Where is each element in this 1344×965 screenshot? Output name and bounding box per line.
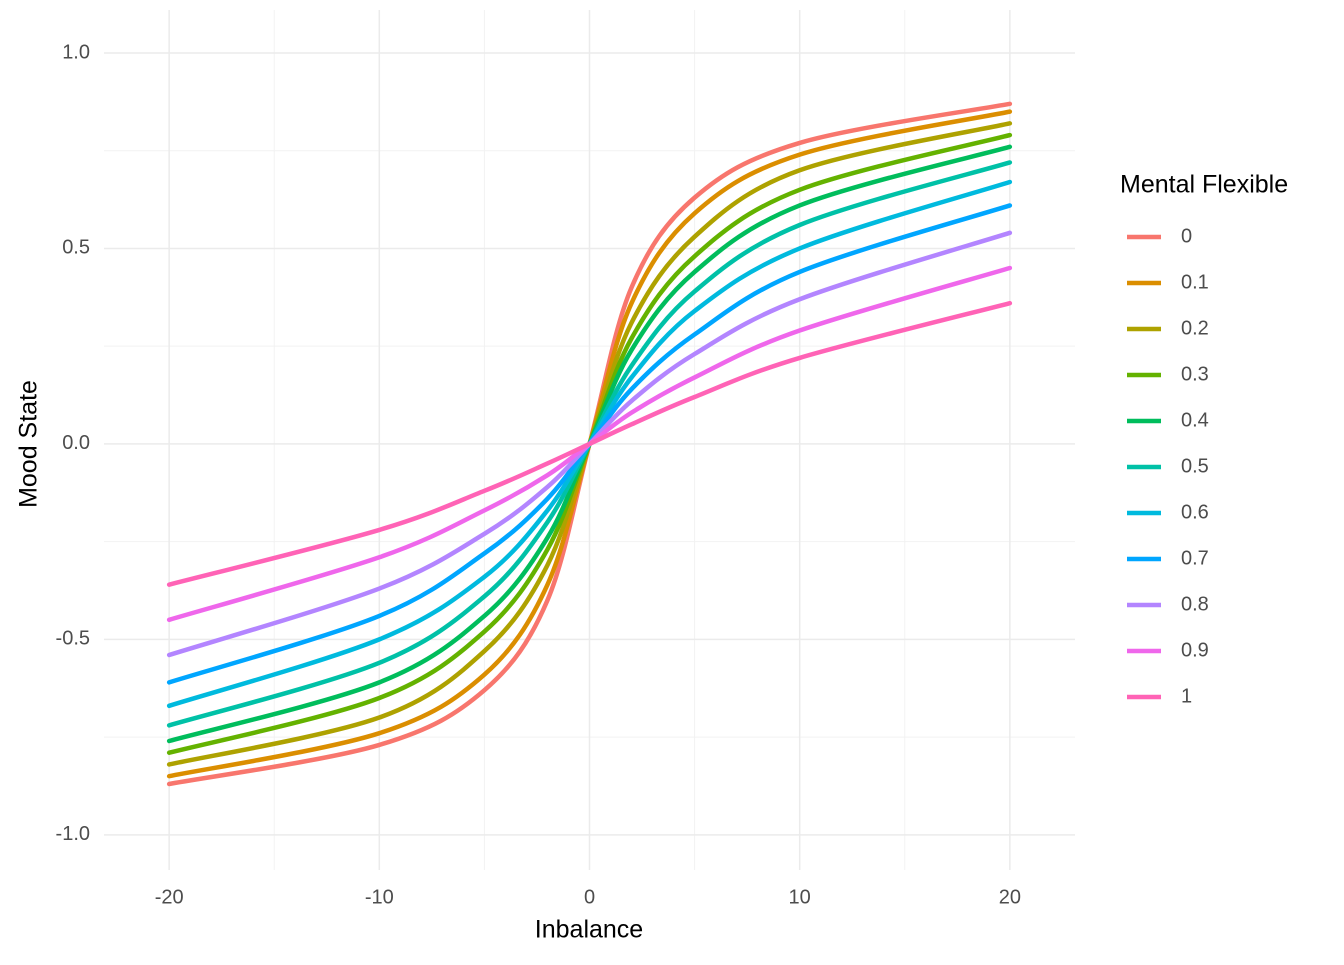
y-tick-label: -1.0 — [56, 823, 90, 845]
x-axis-label: Inbalance — [535, 916, 643, 944]
legend-label: 1 — [1181, 685, 1192, 707]
x-tick-label: 20 — [999, 886, 1021, 908]
y-tick-label: 0.0 — [62, 432, 90, 454]
fit-line — [166, 300, 1013, 587]
legend-label: 0.7 — [1181, 547, 1209, 569]
x-tick-label: -10 — [365, 886, 394, 908]
y-axis-label: Mood State — [15, 380, 43, 508]
x-tick-label: 0 — [584, 886, 595, 908]
legend-label: 0.6 — [1181, 501, 1209, 523]
legend-label: 0 — [1181, 225, 1192, 247]
legend-label: 0.5 — [1181, 455, 1209, 477]
legend-label: 0.8 — [1181, 593, 1209, 615]
y-tick-label: 0.5 — [62, 237, 90, 259]
legend-label: 0.2 — [1181, 317, 1209, 339]
y-tick-label: -0.5 — [56, 628, 90, 650]
legend-label: 0.1 — [1181, 271, 1209, 293]
x-tick-label: 10 — [789, 886, 811, 908]
x-tick-label: -20 — [155, 886, 184, 908]
legend-label: 0.3 — [1181, 363, 1209, 385]
legend-label: 0.9 — [1181, 639, 1209, 661]
legend-title: Mental Flexible — [1120, 171, 1288, 199]
y-tick-label: 1.0 — [62, 41, 90, 63]
legend-label: 0.4 — [1181, 409, 1209, 431]
